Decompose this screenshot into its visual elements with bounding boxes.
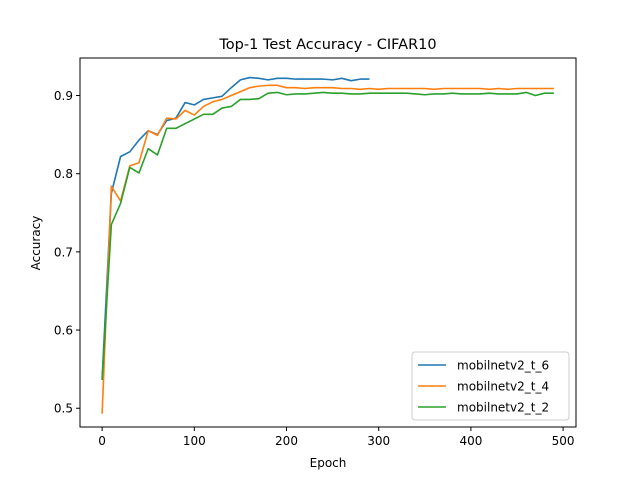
y-tick-label: 0.6 bbox=[54, 324, 73, 338]
x-tick-label: 200 bbox=[275, 434, 298, 448]
chart-title: Top-1 Test Accuracy - CIFAR10 bbox=[218, 37, 436, 53]
y-axis-label: Accuracy bbox=[29, 216, 43, 271]
x-axis-label: Epoch bbox=[310, 456, 347, 470]
x-tick-label: 400 bbox=[459, 434, 482, 448]
y-tick-label: 0.8 bbox=[54, 167, 73, 181]
series-line-mobilnetv2_t_6 bbox=[101, 76, 370, 379]
legend-label: mobilnetv2_t_2 bbox=[457, 401, 549, 415]
plot-frame bbox=[79, 57, 577, 428]
legend-box bbox=[411, 351, 570, 421]
x-tick-label: 100 bbox=[183, 434, 206, 448]
y-tick-label: 0.9 bbox=[54, 89, 73, 103]
legend-label: mobilnetv2_t_4 bbox=[457, 380, 549, 394]
series-line-mobilnetv2_t_2 bbox=[101, 91, 554, 381]
series-line-mobilnetv2_t_4 bbox=[101, 84, 554, 414]
legend-label: mobilnetv2_t_6 bbox=[457, 359, 549, 373]
y-tick-label: 0.5 bbox=[54, 402, 73, 416]
series-layer bbox=[101, 76, 554, 414]
plot-area bbox=[79, 57, 577, 428]
y-tick-label: 0.7 bbox=[54, 245, 73, 259]
x-tick-label: 0 bbox=[98, 434, 106, 448]
x-tick-label: 500 bbox=[552, 434, 575, 448]
y-axis: 0.5 0.6 0.7 0.8 0.9 bbox=[54, 89, 80, 416]
x-axis: 0 100 200 300 400 500 bbox=[98, 427, 575, 448]
x-tick-label: 300 bbox=[367, 434, 390, 448]
legend: mobilnetv2_t_6 mobilnetv2_t_4 mobilnetv2_t… bbox=[411, 351, 570, 421]
